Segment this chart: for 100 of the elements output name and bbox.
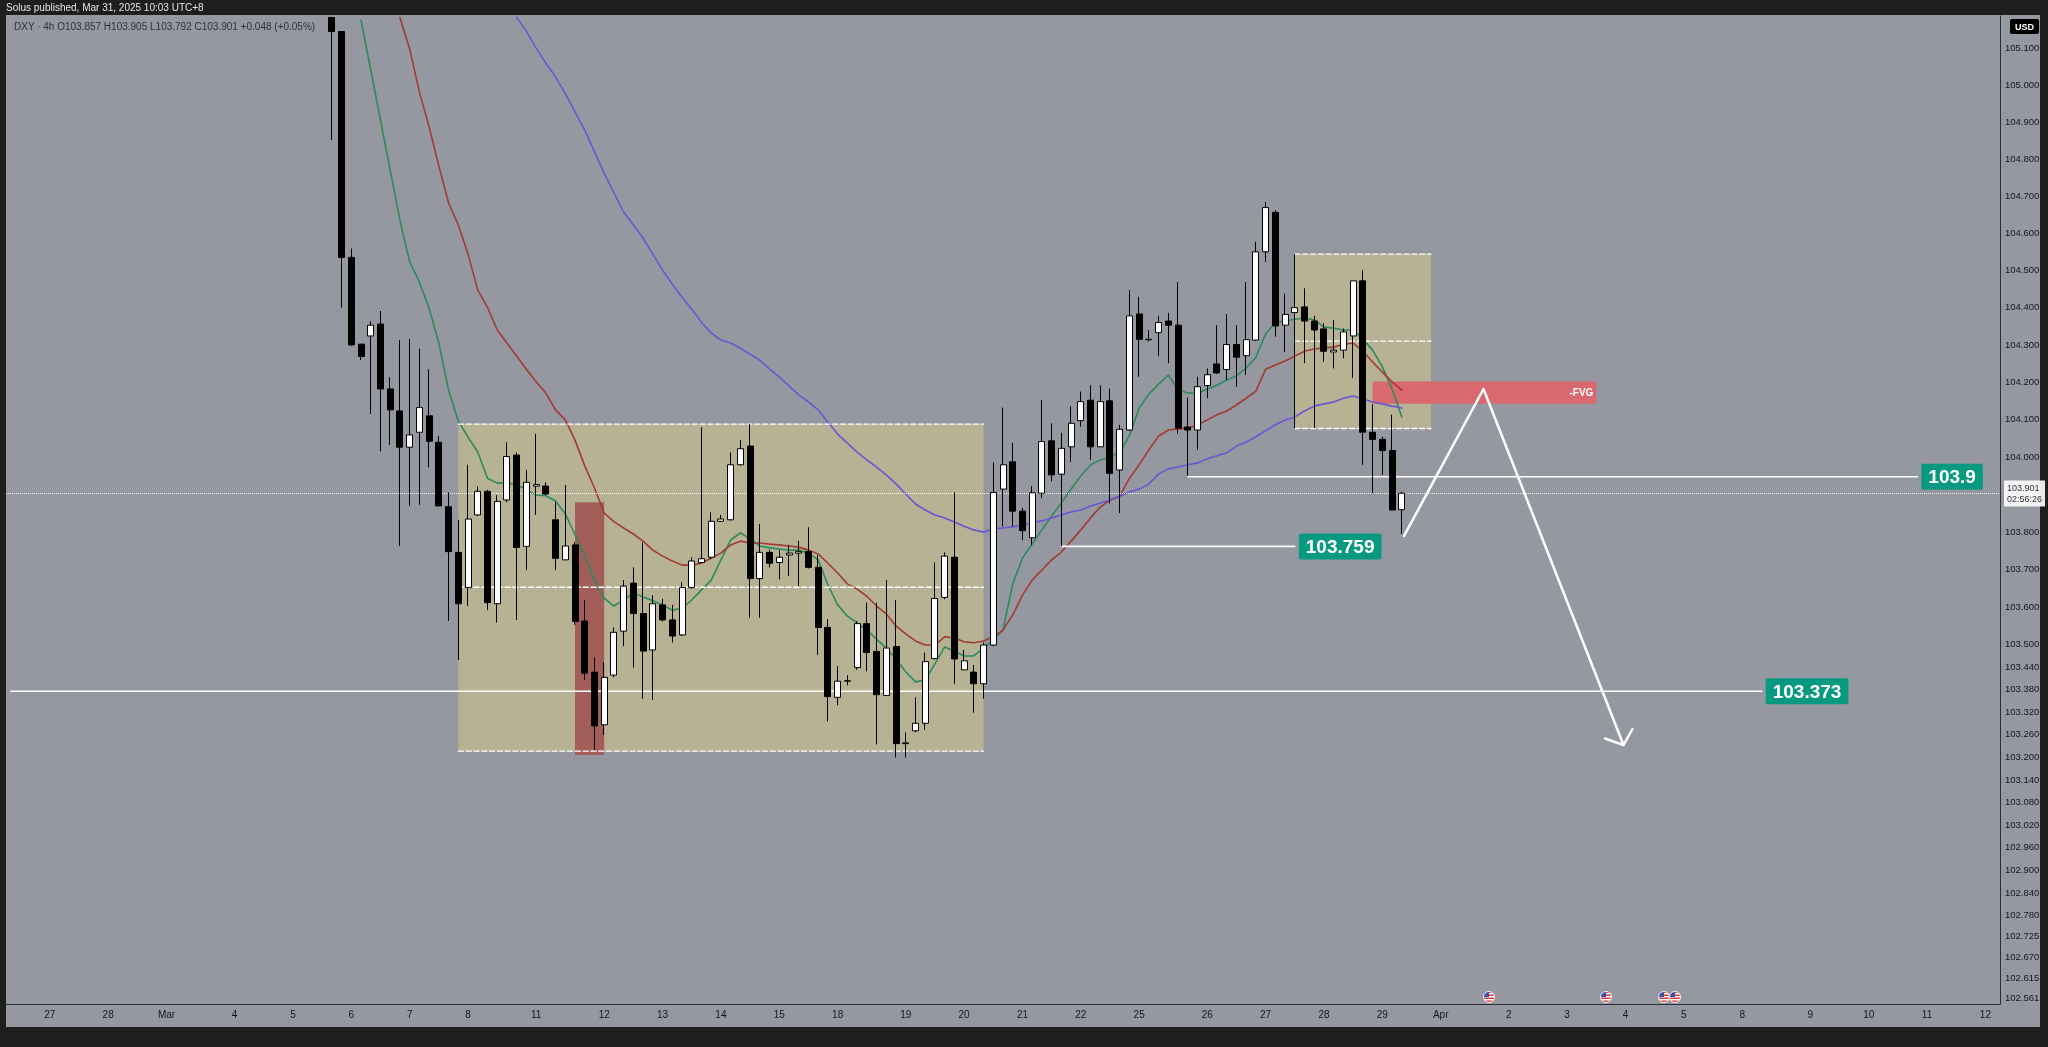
candlestick	[1204, 367, 1211, 399]
x-tick-label: 4	[1622, 1008, 1629, 1020]
text: 02:56:26	[2007, 494, 2043, 505]
candlestick	[1009, 442, 1016, 528]
candlestick	[873, 602, 880, 745]
y-tick-label: 104.700	[2005, 189, 2040, 201]
candlestick	[630, 566, 637, 669]
x-tick-label: 11	[1921, 1008, 1933, 1020]
candlestick	[1223, 313, 1230, 381]
candlestick	[951, 491, 958, 685]
candlestick	[572, 541, 579, 626]
x-tick-label: 7	[406, 1008, 413, 1020]
data-label: 103.759	[1305, 535, 1375, 557]
y-tick-label: 103.440	[2005, 660, 2040, 672]
candlestick	[1175, 281, 1182, 435]
y-tick-label: 103.140	[2005, 773, 2040, 785]
candlestick	[377, 310, 384, 452]
candlestick	[863, 602, 870, 672]
y-tick-label: 104.500	[2005, 264, 2040, 276]
candlestick	[824, 618, 831, 722]
text: DXY · 4h O103.857 H103.905 L103.792 C103.901 +0.048 (+0.05%)	[14, 20, 316, 32]
x-tick-label: 25	[1133, 1008, 1146, 1020]
candlestick	[455, 519, 462, 661]
y-tick-label: 104.600	[2005, 226, 2040, 238]
candlestick	[815, 554, 822, 656]
candlestick	[445, 491, 452, 622]
candlestick	[1359, 269, 1366, 466]
x-tick-label: 5	[1681, 1008, 1688, 1020]
candlestick	[1311, 315, 1318, 429]
candlestick	[338, 31, 345, 309]
x-tick-label: 29	[1376, 1008, 1389, 1020]
candlestick	[1301, 287, 1308, 364]
x-tick-label: 15	[773, 1008, 786, 1020]
x-tick-label: 28	[1318, 1008, 1330, 1020]
data-label: 103.373	[1772, 680, 1842, 702]
candlestick	[1019, 507, 1026, 541]
x-tick-label: 9	[1807, 1008, 1814, 1020]
candlestick	[786, 544, 793, 577]
y-tick-label: 102.670	[2005, 951, 2040, 963]
candlestick	[348, 247, 355, 347]
y-tick-label: 104.200	[2005, 375, 2040, 387]
candlestick	[1048, 422, 1055, 482]
candlestick	[1272, 209, 1279, 338]
y-tick-label: 102.960	[2005, 841, 2040, 853]
candlestick	[747, 423, 754, 619]
candlestick	[640, 541, 647, 700]
ref-line-label: 103.901	[2007, 483, 2040, 494]
candlestick	[1155, 315, 1162, 357]
y-tick-label: 103.700	[2005, 562, 2040, 574]
candlestick	[358, 343, 365, 361]
candlestick	[1087, 384, 1094, 461]
x-tick-label: 28	[102, 1008, 115, 1020]
y-tick-label: 102.900	[2005, 864, 2040, 876]
candlestick	[1213, 324, 1220, 375]
line-series	[515, 16, 1403, 533]
y-tick-label: 102.561	[2005, 992, 2040, 1004]
candlestick	[484, 489, 491, 611]
x-tick-label: 12	[1979, 1008, 1992, 1020]
x-tick-label: Mar	[157, 1008, 176, 1020]
x-tick-label: 5	[290, 1008, 297, 1020]
y-tick-label: 105.100	[2005, 41, 2040, 53]
x-tick-label: 8	[1739, 1008, 1746, 1020]
y-tick-label: 104.900	[2005, 115, 2040, 127]
y-tick-label: 105.000	[2005, 78, 2040, 90]
x-tick-label: 6	[348, 1008, 355, 1020]
x-tick-label: 4	[231, 1008, 238, 1020]
x-tick-label: 13	[657, 1008, 669, 1020]
y-tick-label: 103.600	[2005, 600, 2040, 612]
candlestick	[776, 549, 783, 580]
x-tick-label: 12	[598, 1008, 611, 1020]
candlestick	[1369, 403, 1376, 494]
candlestick	[426, 368, 433, 468]
candlestick	[513, 451, 520, 621]
candlestick	[893, 599, 900, 759]
candlestick	[844, 674, 851, 686]
x-tick-label: 8	[465, 1008, 472, 1020]
x-tick-label: 27	[44, 1008, 56, 1020]
x-tick-label: 27	[1260, 1008, 1272, 1020]
candlestick	[961, 649, 968, 671]
candlestick	[1165, 312, 1172, 364]
y-tick-label: 104.300	[2005, 338, 2040, 350]
y-tick-label: 102.725	[2005, 930, 2040, 942]
candlestick	[970, 664, 977, 714]
x-tick-label: Apr	[1432, 1008, 1450, 1020]
x-tick-label: 26	[1201, 1008, 1214, 1020]
candlestick	[912, 696, 919, 733]
y-axis-title: USD	[2015, 21, 2035, 32]
y-tick-label: 103.080	[2005, 796, 2040, 808]
y-tick-label: 103.260	[2005, 728, 2040, 740]
candlestick	[1136, 296, 1143, 378]
candlestick	[610, 626, 617, 678]
chart-title: Solus published, Mar 31, 2025 10:03 UTC+8	[6, 1, 205, 13]
candlestick	[717, 514, 724, 523]
candlestick	[387, 376, 394, 446]
candlestick	[766, 549, 773, 568]
y-tick-label: 102.615	[2005, 971, 2040, 983]
candlestick	[1243, 281, 1250, 376]
x-tick-label: 11	[530, 1008, 542, 1020]
candlestick	[708, 511, 715, 560]
candlestick	[1145, 329, 1152, 343]
